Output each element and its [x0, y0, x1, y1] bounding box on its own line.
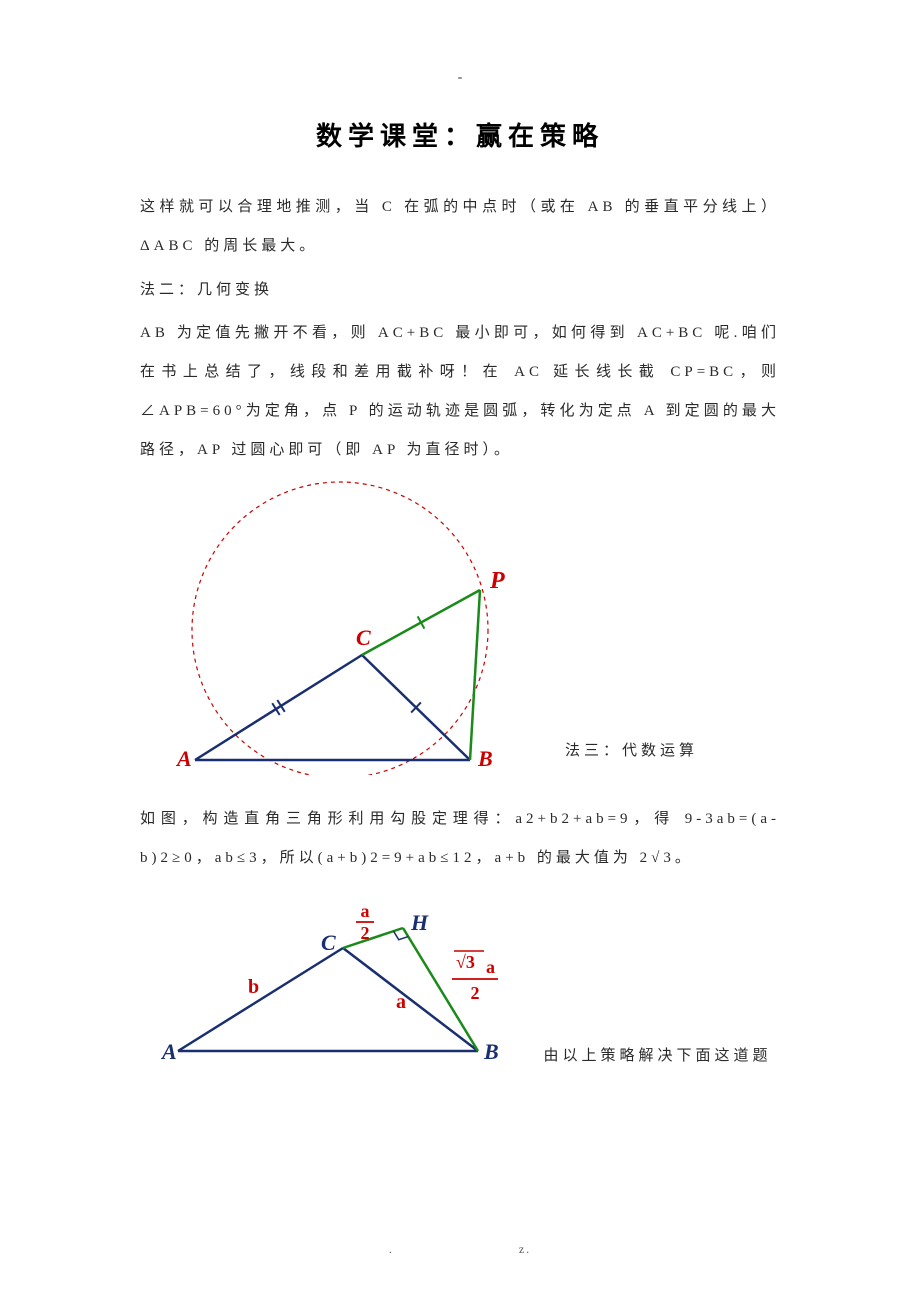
page-footer: . z. [0, 1242, 920, 1257]
paragraph-intro: 这样就可以合理地推测，当 C 在弧的中点时（或在 AB 的垂直平分线上）ΔABC… [140, 188, 780, 266]
svg-text:C: C [321, 930, 336, 955]
page-title: 数学课堂：赢在策略 [140, 116, 780, 153]
figure2-wrap: ABCHbaa2√3a2 [148, 893, 518, 1073]
figure1-row: A B C P 法三：代数运算 [140, 480, 780, 780]
header-mark: - [140, 70, 780, 86]
section-label-2: 法二：几何变换 [140, 272, 780, 308]
svg-text:b: b [248, 976, 259, 998]
tail-text: 由以上策略解决下面这道题 [543, 1044, 771, 1073]
svg-text:a: a [486, 957, 495, 977]
section-label-3: 法三：代数运算 [565, 739, 698, 780]
svg-text:A: A [160, 1039, 177, 1064]
figure2-svg: ABCHbaa2√3a2 [148, 893, 518, 1068]
svg-text:a: a [361, 901, 370, 921]
svg-text:C: C [356, 625, 371, 650]
svg-text:H: H [410, 910, 429, 935]
figure1-svg: A B C P [140, 480, 540, 775]
svg-text:A: A [175, 746, 192, 771]
footer-left: . [389, 1242, 394, 1256]
figure2-row: ABCHbaa2√3a2 由以上策略解决下面这道题 [140, 893, 780, 1073]
paragraph-method3: 如图，构造直角三角形利用勾股定理得：a2+b2+ab=9，得 9-3ab=(a-… [140, 800, 780, 878]
figure1-wrap: A B C P [140, 480, 540, 780]
svg-text:P: P [489, 568, 505, 594]
svg-text:B: B [477, 746, 493, 771]
svg-text:√3: √3 [456, 952, 475, 972]
svg-text:2: 2 [361, 923, 370, 943]
svg-text:a: a [396, 991, 406, 1013]
paragraph-method2: AB 为定值先撇开不看，则 AC+BC 最小即可，如何得到 AC+BC 呢.咱们… [140, 314, 780, 470]
footer-right: z. [519, 1242, 531, 1256]
svg-text:2: 2 [471, 983, 480, 1003]
svg-text:B: B [483, 1039, 499, 1064]
